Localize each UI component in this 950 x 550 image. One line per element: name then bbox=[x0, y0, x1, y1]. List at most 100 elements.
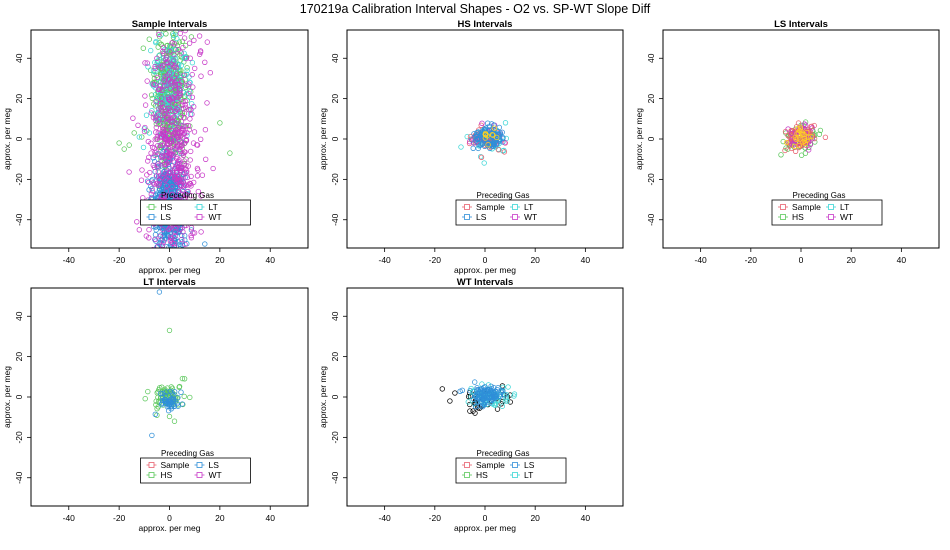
y-tick-label: 20 bbox=[646, 94, 656, 104]
point-HS bbox=[116, 140, 122, 146]
legend: Preceding Gas HS LT LS WT bbox=[140, 191, 251, 226]
point-WT bbox=[150, 247, 155, 248]
point-WT bbox=[164, 137, 171, 143]
point-LT bbox=[481, 160, 487, 166]
point-WT bbox=[203, 156, 209, 162]
point-HS bbox=[180, 401, 186, 408]
y-tick-label: 20 bbox=[14, 94, 24, 104]
point-LS bbox=[175, 403, 181, 409]
point-HS bbox=[227, 150, 233, 156]
legend-label: WT bbox=[840, 212, 853, 222]
y-tick-label: 0 bbox=[14, 394, 24, 399]
point-WT bbox=[167, 48, 173, 55]
panel-title: HS Intervals bbox=[458, 19, 513, 30]
point-WT bbox=[172, 92, 178, 99]
point-LT bbox=[478, 154, 484, 160]
point-WT bbox=[150, 162, 156, 168]
point-WT bbox=[145, 138, 151, 145]
panel-title: Sample Intervals bbox=[132, 19, 208, 30]
point-LS bbox=[500, 135, 506, 142]
point-WT bbox=[171, 41, 177, 47]
point-WT bbox=[156, 181, 162, 187]
point-WT bbox=[785, 126, 791, 132]
x-tick-label: -40 bbox=[378, 255, 391, 265]
point-WT bbox=[152, 82, 158, 88]
point-WT bbox=[134, 219, 140, 225]
y-axis-label: approx. per meg bbox=[634, 108, 644, 170]
point-LT bbox=[189, 60, 196, 66]
legend-title: Preceding Gas bbox=[161, 449, 214, 458]
point-WT bbox=[130, 115, 136, 121]
point-LS bbox=[157, 390, 164, 396]
point-LS bbox=[160, 390, 166, 397]
point-LS bbox=[179, 401, 185, 407]
x-tick-label: 20 bbox=[530, 255, 540, 265]
legend-marker bbox=[512, 204, 518, 210]
point-Sample bbox=[782, 147, 788, 154]
x-tick-label: 0 bbox=[483, 255, 488, 265]
point-WT bbox=[165, 142, 171, 148]
point-extra bbox=[489, 132, 495, 138]
point-LS bbox=[482, 143, 488, 149]
y-tick-label: -40 bbox=[14, 471, 24, 484]
panel-title: LS Intervals bbox=[774, 19, 828, 30]
legend: Preceding Gas Sample LT LS WT bbox=[455, 191, 567, 226]
point-black bbox=[439, 386, 445, 392]
point-WT bbox=[157, 130, 163, 137]
point-LT bbox=[155, 102, 161, 108]
point-LS bbox=[479, 396, 485, 402]
point-LT bbox=[168, 43, 174, 50]
plot-frame bbox=[30, 287, 309, 507]
point-WT bbox=[155, 243, 161, 248]
point-black bbox=[472, 410, 478, 416]
point-WT bbox=[148, 140, 154, 146]
point-WT bbox=[172, 229, 178, 235]
point-LS bbox=[488, 142, 494, 148]
legend-label: HS bbox=[161, 202, 173, 212]
point-LT bbox=[157, 78, 164, 84]
point-WT bbox=[188, 148, 194, 155]
point-WT bbox=[190, 140, 197, 146]
point-WT bbox=[175, 164, 182, 171]
legend-label: LT bbox=[524, 470, 533, 480]
point-WT bbox=[183, 182, 189, 188]
point-WT bbox=[178, 118, 185, 125]
point-LT bbox=[186, 94, 193, 100]
point-extra bbox=[484, 133, 490, 139]
point-LS bbox=[492, 388, 499, 394]
point-HS bbox=[142, 396, 148, 402]
point-LS bbox=[156, 289, 163, 295]
x-tick-label: 0 bbox=[167, 513, 172, 523]
point-WT bbox=[162, 153, 168, 159]
point-WT bbox=[170, 114, 176, 121]
point-WT bbox=[187, 181, 194, 187]
point-LS bbox=[470, 145, 476, 151]
point-WT bbox=[155, 169, 161, 175]
point-WT bbox=[142, 102, 149, 108]
legend-label: Sample bbox=[792, 202, 821, 212]
point-LS bbox=[202, 241, 208, 247]
point-LT bbox=[184, 67, 190, 74]
point-WT bbox=[154, 55, 160, 61]
point-WT bbox=[160, 239, 167, 245]
point-HS bbox=[121, 146, 127, 152]
point-WT bbox=[161, 141, 167, 147]
point-black bbox=[467, 408, 473, 414]
point-LT bbox=[464, 133, 470, 140]
point-WT bbox=[166, 105, 173, 111]
point-WT bbox=[190, 84, 196, 90]
legend-box bbox=[455, 457, 567, 484]
point-extra bbox=[792, 134, 798, 140]
point-WT bbox=[159, 65, 165, 71]
point-HS bbox=[217, 120, 223, 126]
point-WT bbox=[150, 114, 157, 121]
point-LS bbox=[144, 178, 151, 184]
point-LS bbox=[154, 163, 160, 170]
point-HS bbox=[140, 45, 146, 51]
y-tick-label: 0 bbox=[14, 136, 24, 141]
point-LS bbox=[163, 389, 169, 395]
point-LS bbox=[160, 188, 166, 195]
point-LS bbox=[172, 389, 178, 395]
legend-box bbox=[771, 199, 883, 226]
